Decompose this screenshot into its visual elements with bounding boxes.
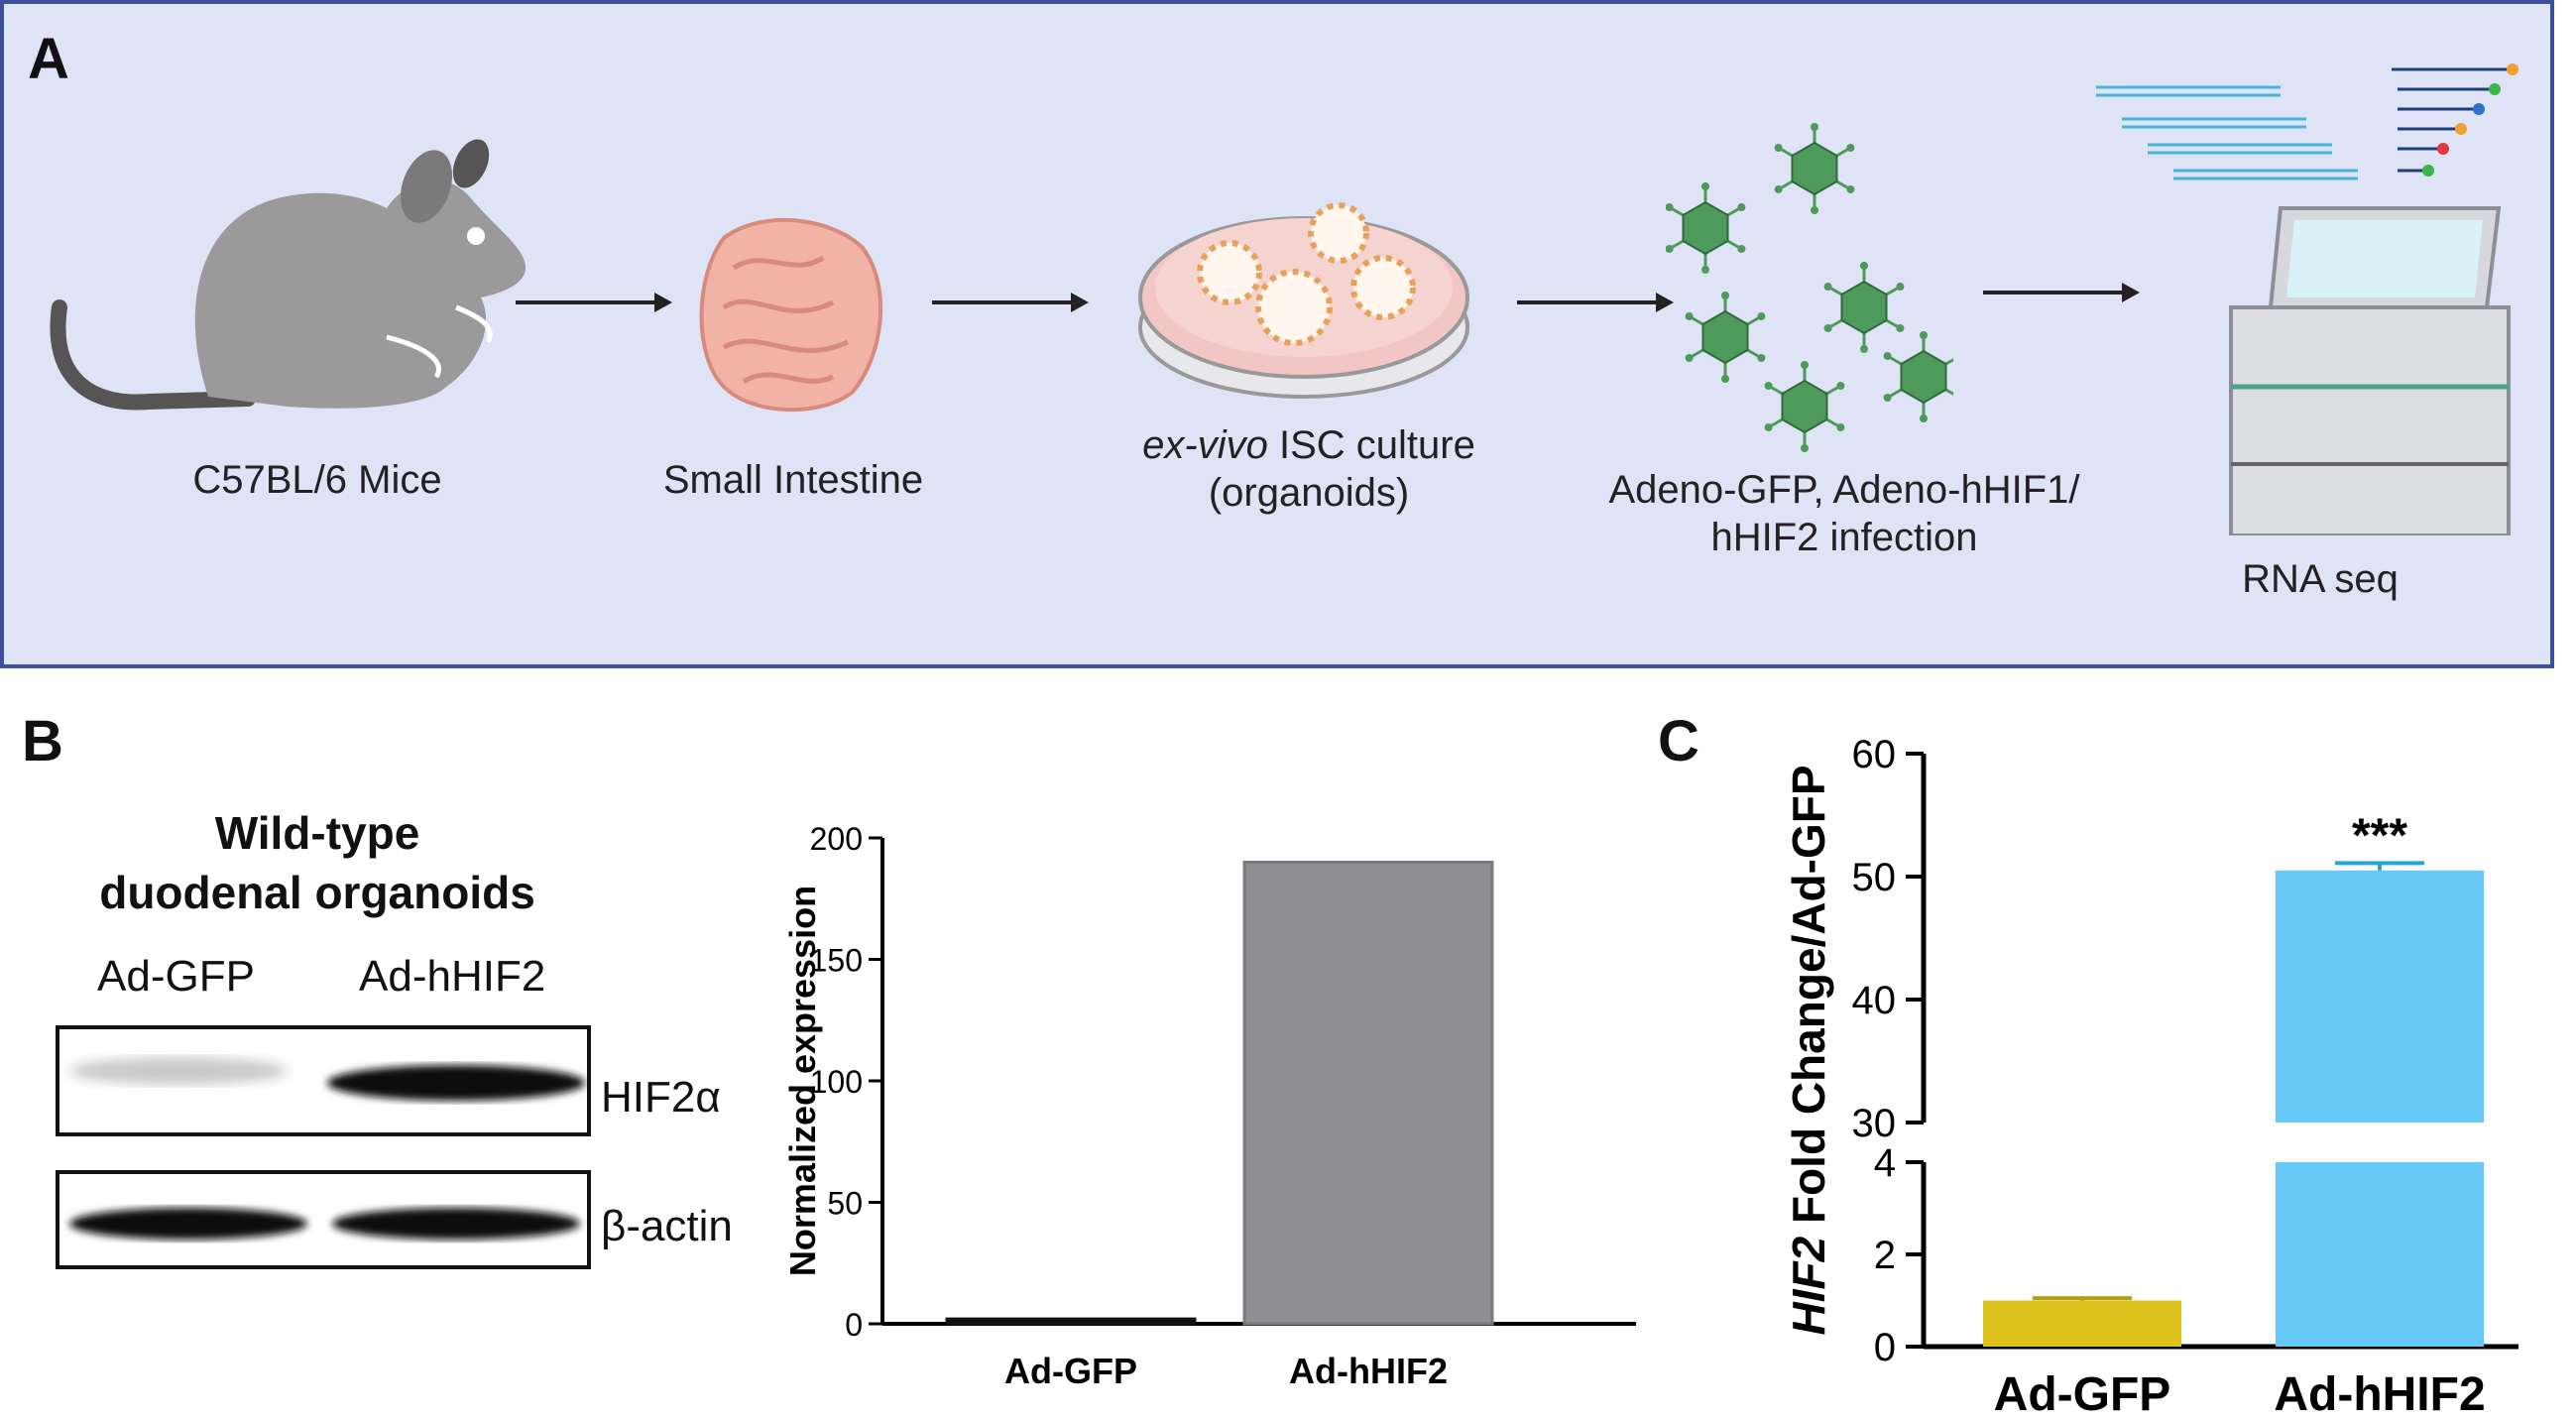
bar-ad-hhif2-lower: [2276, 1162, 2484, 1347]
band-label-beta-actin: β-actin: [601, 1202, 733, 1250]
intestine-icon: [699, 217, 883, 413]
x-tick-label: Ad-hHIF2: [1289, 1351, 1448, 1391]
panel-c-letter: C: [1658, 709, 1699, 773]
arrow-icon: [516, 293, 672, 312]
y-tick-label: 30: [1852, 1102, 1897, 1145]
y-tick-label: 0: [845, 1307, 863, 1343]
stage-label-culture: ex-vivo ISC culture (organoids): [1091, 421, 1527, 517]
virus-particle: [1666, 182, 1746, 274]
virus-particle: [1774, 123, 1855, 214]
y-tick-label: 100: [810, 1064, 863, 1100]
lane-label-ad-gfp: Ad-GFP: [97, 952, 255, 1001]
arrow-icon: [1517, 293, 1674, 312]
blot-hif2a-bands: [69, 1057, 585, 1101]
x-tick-label: Ad-GFP: [1994, 1368, 2171, 1420]
blot-title-line2: duodenal organoids: [99, 867, 535, 918]
y-tick-label: 150: [810, 943, 863, 979]
panel-b-letter: B: [22, 709, 63, 773]
y-tick-label: 200: [810, 821, 863, 857]
virus-particle: [1823, 262, 1905, 353]
y-axis-label-italic: HIF2: [1783, 1236, 1834, 1335]
blot-beta-actin-bands: [69, 1208, 580, 1240]
arrow-icon: [932, 293, 1089, 312]
mouse-icon: [50, 139, 526, 411]
y-tick-label: 2: [1874, 1234, 1896, 1277]
virus-particle: [1685, 292, 1766, 383]
lane-label-ad-hhif2: Ad-hHIF2: [359, 952, 546, 1001]
y-axis-label: HIF2 Fold Change/Ad-GFP: [1783, 766, 1834, 1336]
y-tick-label: 40: [1852, 979, 1897, 1022]
band-label-hif2a: HIF2α: [601, 1073, 721, 1122]
bar-ad-gfp: [945, 1317, 1197, 1326]
bar-ad-hhif2: [1242, 861, 1494, 1326]
stage-label-mice: C57BL/6 Mice: [192, 458, 442, 502]
panel-a-letter: A: [28, 27, 69, 91]
arrow-icon: [1983, 283, 2140, 302]
bar-ad-hhif2-upper: [2276, 870, 2484, 1123]
chart-hif2-fold-change: 0 2 430 40 50 60 HIF2 Fold Change/Ad-GFP Ad-GFP…: [1783, 734, 2518, 1420]
adenovirus-icon: [1666, 123, 1953, 452]
y-tick-label: 0: [1874, 1326, 1896, 1369]
chart-normalized-expression: 0 50 100 150 200 Normalized expression Ad-GFP A…: [782, 821, 1636, 1391]
y-tick-label: 50: [1852, 856, 1897, 899]
blot-title: Wild-type duodenal organoids: [40, 803, 595, 922]
significance-annotation: ***: [2352, 809, 2407, 862]
x-tick-label: Ad-GFP: [1004, 1351, 1137, 1391]
stage-label-culture-rest: ISC culture: [1267, 423, 1475, 467]
y-axis-label-rest: Fold Change/Ad-GFP: [1783, 766, 1834, 1237]
stage-label-infection: Adeno-GFP, Adeno-hHIF1/ hHIF2 infection: [1577, 466, 2112, 561]
blot-hif2a: [56, 1025, 591, 1136]
stage-label-infection-line2: hHIF2 infection: [1710, 516, 1978, 559]
stage-label-culture-line2: (organoids): [1208, 471, 1410, 515]
stage-label-rnaseq: RNA seq: [2242, 557, 2399, 601]
y-tick-label: 50: [827, 1186, 863, 1222]
stage-label-intestine: Small Intestine: [662, 458, 924, 502]
y-axis-label: Normalized expression: [782, 886, 823, 1276]
petri-dish-icon: [1138, 202, 1469, 399]
blot-title-line1: Wild-type: [214, 807, 420, 859]
blot-beta-actin: [56, 1170, 591, 1269]
x-tick-label: Ad-hHIF2: [2274, 1368, 2485, 1420]
y-tick-label: 4: [1874, 1141, 1896, 1185]
y-tick-label: 60: [1852, 734, 1897, 776]
stage-label-infection-line1: Adeno-GFP, Adeno-hHIF1/: [1608, 468, 2080, 512]
stage-label-culture-italic: ex-vivo: [1142, 423, 1268, 467]
virus-particle: [1764, 361, 1845, 452]
sequencer-icon: [2096, 63, 2518, 535]
virus-particle: [1883, 331, 1953, 422]
bar-ad-gfp: [1983, 1300, 2181, 1347]
